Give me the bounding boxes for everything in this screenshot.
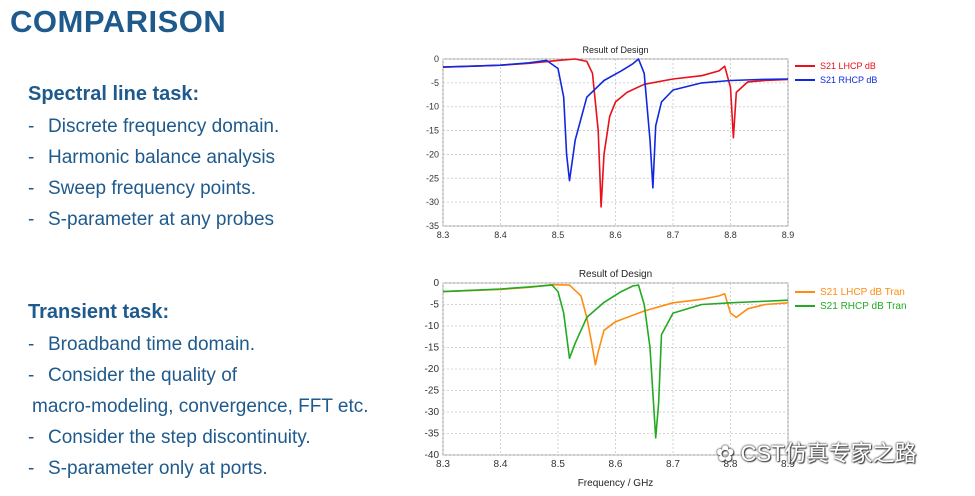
- list-item: - Discrete frequency domain.: [28, 116, 280, 137]
- y-tick-label: -30: [426, 197, 439, 207]
- x-tick-label: 8.5: [551, 459, 565, 470]
- slide-title: COMPARISON: [10, 4, 227, 39]
- spectral-chart: Result of Design 8.3 8.4 8.5 8.6 8.7 8.8 8.9 0 -5…: [426, 45, 877, 240]
- spectral-section: Spectral line task: - Discrete frequency …: [28, 83, 279, 235]
- x-tick-label: 8.6: [609, 230, 622, 240]
- y-tick-label: -10: [426, 102, 439, 112]
- y-tick-label: -15: [425, 343, 440, 354]
- x-axis-label: Frequency / GHz: [578, 478, 654, 489]
- series-line-1: [442, 284, 789, 439]
- y-tick-label: -10: [425, 321, 440, 332]
- watermark: ✿ CST仿真专家之路: [716, 441, 917, 466]
- x-tick-label: 8.4: [494, 230, 507, 240]
- y-tick-label: -5: [430, 300, 439, 311]
- legend-label: S21 LHCP dB: [820, 61, 876, 71]
- x-tick-label: 8.8: [724, 230, 737, 240]
- list-item: macro-modeling, convergence, FFT etc.: [32, 396, 369, 417]
- x-tick-label: 8.3: [436, 459, 450, 470]
- y-tick-label: -40: [425, 450, 440, 461]
- y-tick-label: -15: [426, 126, 439, 136]
- x-tick-label: 8.9: [781, 459, 795, 470]
- transient-heading: Transient task:: [28, 301, 170, 323]
- series-line-0: [442, 283, 789, 366]
- y-tick-label: 0: [434, 54, 439, 64]
- x-tick-label: 8.3: [437, 230, 450, 240]
- chart-title: Result of Design: [582, 45, 648, 55]
- chart-title: Result of Design: [579, 269, 652, 280]
- y-tick-label: -5: [431, 78, 439, 88]
- legend-label: S21 RHCP dB: [820, 75, 877, 85]
- y-tick-label: -20: [425, 364, 440, 375]
- series-line-1: [442, 58, 789, 189]
- y-tick-label: -35: [425, 429, 440, 440]
- y-tick-label: -20: [426, 149, 439, 159]
- x-tick-label: 8.5: [552, 230, 565, 240]
- x-tick-label: 8.7: [666, 459, 680, 470]
- y-tick-label: -35: [426, 221, 439, 231]
- list-item: - Consider the quality of: [28, 365, 238, 386]
- legend-label: S21 LHCP dB Tran: [820, 287, 905, 298]
- x-tick-label: 8.7: [667, 230, 680, 240]
- y-tick-label: -25: [425, 386, 440, 397]
- list-item: - Broadband time domain.: [28, 334, 256, 355]
- list-item: - S-parameter at any probes: [28, 209, 275, 230]
- list-item: - S-parameter only at ports.: [28, 458, 268, 479]
- y-tick-label: -30: [425, 407, 440, 418]
- spectral-heading: Spectral line task:: [28, 83, 200, 105]
- y-tick-label: 0: [433, 278, 439, 289]
- x-tick-label: 8.9: [782, 230, 795, 240]
- x-tick-label: 8.8: [724, 459, 738, 470]
- x-tick-label: 8.6: [609, 459, 623, 470]
- wechat-icon: ✿: [716, 441, 735, 466]
- x-tick-label: 8.4: [494, 459, 508, 470]
- list-item: - Sweep frequency points.: [28, 178, 257, 199]
- list-item: - Consider the step discontinuity.: [28, 427, 311, 448]
- series-line-0: [442, 58, 789, 208]
- transient-section: Transient task: - Broadband time domain. …: [28, 301, 369, 484]
- y-tick-label: -25: [426, 173, 439, 183]
- list-item: - Harmonic balance analysis: [28, 147, 276, 168]
- transient-chart: Result of Design 8.3 8.4 8.5 8.6 8.7 8.8 8.9 0 -5…: [425, 269, 907, 489]
- legend-label: S21 RHCP dB Tran: [820, 301, 907, 312]
